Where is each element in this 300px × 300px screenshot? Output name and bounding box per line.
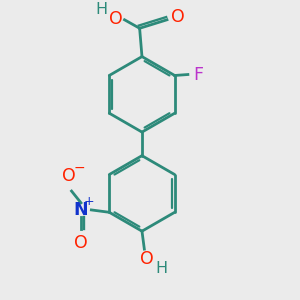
Text: O: O (74, 234, 88, 252)
Text: +: + (83, 195, 94, 208)
Text: N: N (74, 201, 88, 219)
Text: O: O (140, 250, 154, 268)
Text: O: O (109, 10, 123, 28)
Text: H: H (156, 261, 168, 276)
Text: H: H (96, 2, 108, 17)
Text: O: O (62, 167, 76, 185)
Text: −: − (74, 160, 85, 175)
Text: F: F (193, 65, 203, 83)
Text: O: O (171, 8, 185, 26)
